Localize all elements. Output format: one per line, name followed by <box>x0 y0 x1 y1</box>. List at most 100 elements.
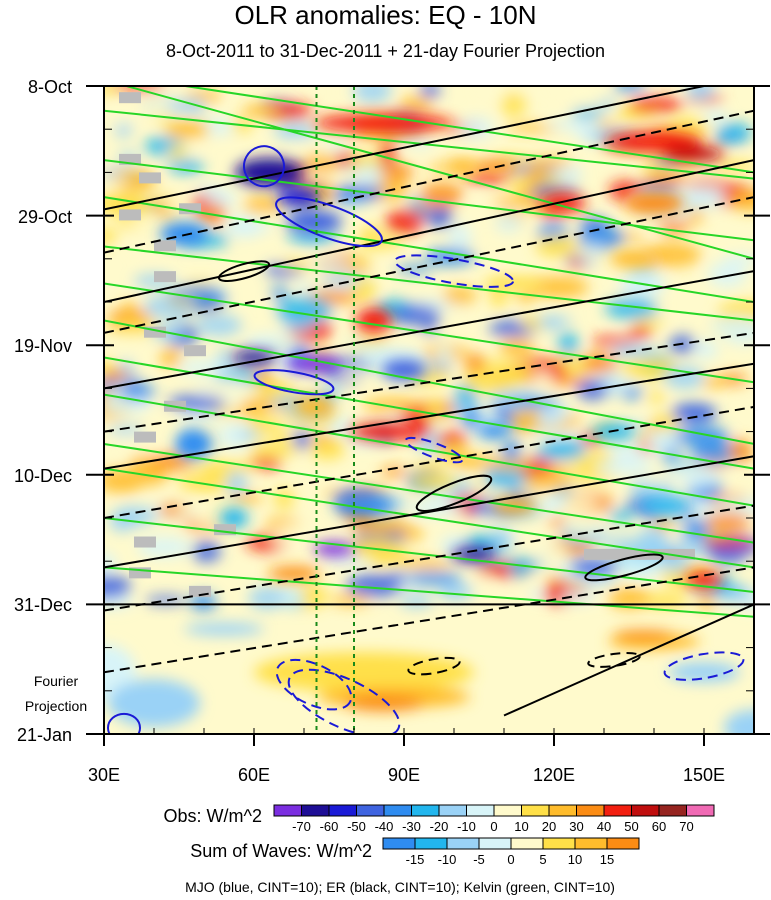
x-tick-label: 30E <box>88 765 120 785</box>
heatmap-cell <box>104 86 117 96</box>
y-tick-label: 10-Dec <box>14 466 72 486</box>
projection-cell <box>184 623 264 636</box>
heatmap-cell <box>567 519 600 536</box>
colorbar-tick-label: 50 <box>624 819 638 834</box>
colorbar-tick-label: 60 <box>652 819 666 834</box>
colorbar-swatch <box>576 804 605 817</box>
projection-cell <box>344 695 424 712</box>
heatmap-cell <box>196 314 242 337</box>
obs-colorbar-label: Obs: W/m^2 <box>164 806 262 826</box>
heatmap-cell <box>637 472 690 484</box>
heatmap-cell <box>352 278 377 303</box>
heatmap-cell <box>632 316 665 327</box>
heatmap-cell <box>704 512 751 532</box>
heatmap-cell <box>616 556 664 579</box>
colorbar-swatch <box>356 804 385 817</box>
kelvin-contour <box>104 245 754 322</box>
colorbar-swatch <box>301 804 330 817</box>
er-contour <box>104 270 754 390</box>
heatmap-cell <box>107 331 141 354</box>
y-tick-label: 31-Dec <box>14 595 72 615</box>
mjo-contour <box>275 196 383 248</box>
mjo-contour <box>275 658 353 711</box>
heatmap-cell <box>492 373 528 388</box>
projection-cell <box>614 630 674 641</box>
er-contour <box>104 196 754 334</box>
colorbar-swatch <box>542 837 576 850</box>
kelvin-contour <box>104 393 754 507</box>
heatmap-cell <box>312 259 357 270</box>
colorbar-tick-label: 0 <box>507 852 514 867</box>
heatmap-cell <box>384 209 424 235</box>
y-tick-label: 21-Jan <box>17 725 72 745</box>
heatmap-cell <box>423 399 448 422</box>
heatmap-cell <box>523 472 573 492</box>
mjo-contour <box>253 369 335 396</box>
colorbar-tick-label: -10 <box>457 819 476 834</box>
heatmap-cell <box>217 422 254 449</box>
mjo-contour <box>393 254 515 288</box>
heatmap-cell <box>703 109 727 124</box>
heatmap-cell <box>121 301 138 317</box>
heatmap-feature <box>484 276 544 291</box>
colorbar-tick-label: -40 <box>375 819 394 834</box>
mjo-contour <box>243 145 285 188</box>
colorbar-swatch <box>510 837 544 850</box>
heatmap-cell <box>613 86 647 92</box>
heatmap-feature <box>572 560 616 575</box>
projection-cell <box>108 679 200 728</box>
colorbar-swatch <box>466 804 495 817</box>
heatmap-cell <box>708 261 747 288</box>
heatmap-cell <box>145 467 168 477</box>
missing-data-box <box>139 172 161 184</box>
heatmap-cell <box>558 166 584 179</box>
heatmap-cell <box>399 558 454 570</box>
colorbar-tick-label: 10 <box>514 819 528 834</box>
missing-data-box <box>134 536 156 548</box>
heatmap-cell <box>165 121 209 140</box>
kelvin-contour <box>104 566 754 618</box>
x-tick-label: 150E <box>683 765 725 785</box>
heatmap-cell <box>270 286 289 300</box>
projection-label: Projection <box>25 698 87 714</box>
heatmap-feature <box>664 145 724 162</box>
heatmap-cell <box>620 356 680 380</box>
heatmap-feature <box>160 222 208 247</box>
missing-data-box <box>179 203 201 215</box>
heatmap-cell <box>629 325 653 339</box>
heatmap-feature <box>478 424 510 439</box>
heatmap-cell <box>564 86 607 109</box>
heatmap-cell <box>183 140 202 154</box>
projection-cell <box>724 709 754 734</box>
heatmap-feature <box>624 192 684 215</box>
kelvin-contour <box>104 467 754 569</box>
er-contour <box>104 504 754 612</box>
heatmap-cell <box>710 316 754 335</box>
heatmap-cell <box>628 97 683 114</box>
kelvin-contour <box>104 517 754 594</box>
missing-data-box <box>144 326 166 338</box>
waves-colorbar-label: Sum of Waves: W/m^2 <box>190 841 372 861</box>
heatmap-cell <box>516 289 535 303</box>
missing-data-box <box>189 585 211 597</box>
heatmap-cell <box>448 224 472 248</box>
heatmap-cell <box>717 122 752 143</box>
heatmap-cell <box>701 375 727 389</box>
heatmap-cell <box>374 163 414 182</box>
x-tick-label: 90E <box>388 765 420 785</box>
missing-data-box <box>584 548 640 560</box>
heatmap-cell <box>442 286 477 305</box>
heatmap-feature <box>448 159 480 174</box>
er-contour <box>104 86 705 211</box>
heatmap-cell <box>533 369 553 388</box>
heatmap-cell <box>331 594 371 606</box>
colorbar-tick-label: -70 <box>292 819 311 834</box>
heatmap-feature <box>314 114 454 133</box>
heatmap-cell <box>273 488 295 510</box>
colorbar-tick-label: 5 <box>539 852 546 867</box>
kelvin-contour <box>104 442 754 544</box>
colorbar-tick-label: -20 <box>430 819 449 834</box>
heatmap-cell <box>539 541 570 568</box>
heatmap-cell <box>686 86 714 101</box>
heatmap-feature <box>268 566 320 581</box>
